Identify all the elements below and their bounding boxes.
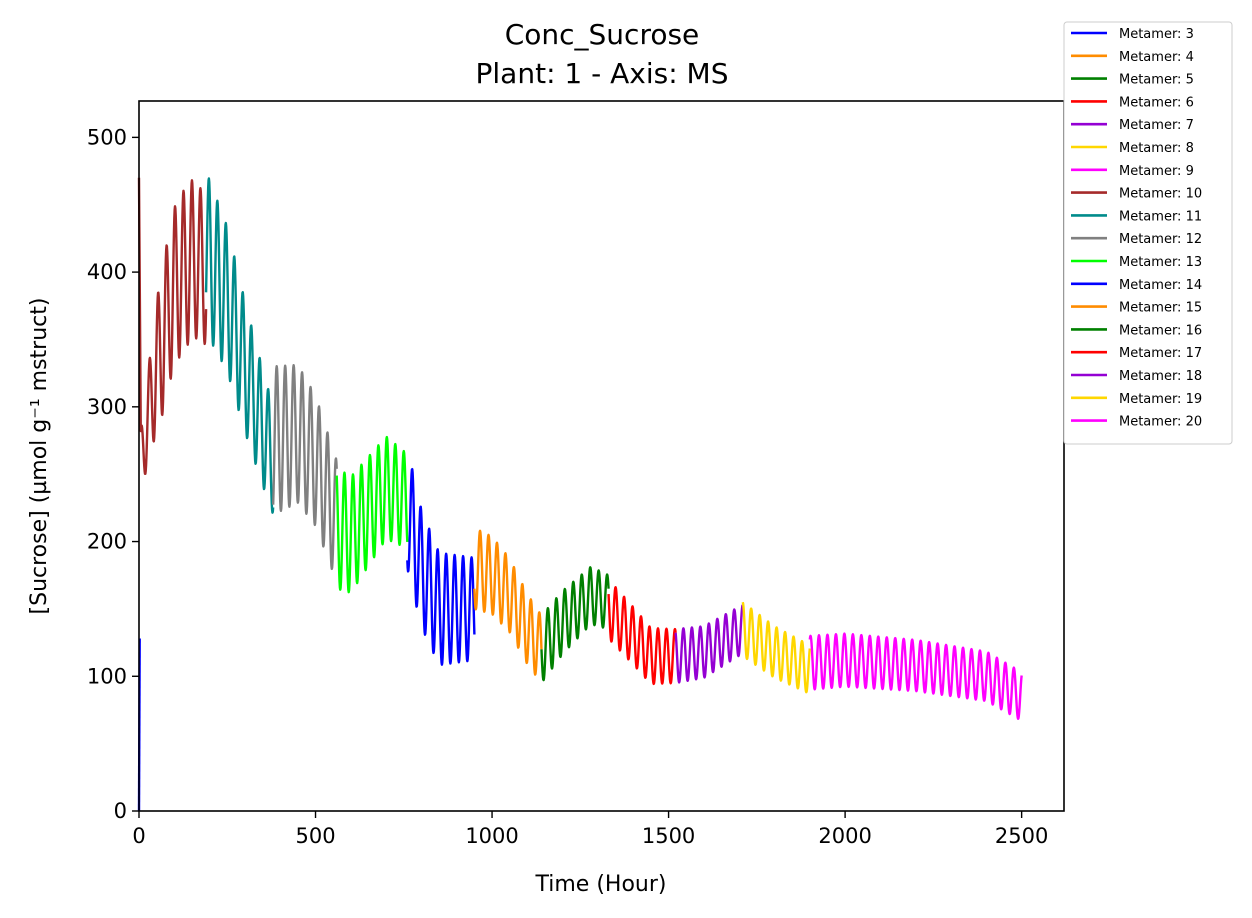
x-tick-label: 1500 (642, 824, 695, 848)
legend-label: Metamer: 19 (1119, 392, 1202, 407)
legend-label: Metamer: 17 (1119, 346, 1202, 361)
series-line-14 (540, 566, 610, 682)
y-tick-label: 200 (87, 530, 127, 554)
series-line-13 (473, 529, 543, 676)
chart-subtitle: Plant: 1 - Axis: MS (476, 57, 729, 90)
legend-frame (1063, 21, 1233, 445)
series-line-12 (406, 467, 476, 666)
legend-label: Metamer: 13 (1119, 255, 1202, 270)
series-line-10 (271, 363, 338, 571)
legend-label: Metamer: 4 (1119, 50, 1194, 65)
x-tick-label: 2000 (818, 824, 871, 848)
x-tick-label: 500 (295, 824, 335, 848)
legend-label: Metamer: 18 (1119, 369, 1202, 384)
series-line-11 (335, 435, 409, 594)
y-tick-label: 0 (114, 799, 127, 823)
legend-label: Metamer: 8 (1119, 141, 1194, 156)
y-axis-ticks: 0 100 200 300 400 500 (87, 125, 139, 823)
chart-title: Conc_Sucrose (505, 18, 700, 51)
legend-label: Metamer: 7 (1119, 118, 1194, 133)
legend-label: Metamer: 11 (1119, 209, 1202, 224)
y-axis-label: [Sucrose] (µmol g⁻¹ mstruct) (27, 298, 52, 615)
legend-label: Metamer: 20 (1119, 415, 1202, 430)
legend-label: Metamer: 15 (1119, 301, 1202, 316)
legend-label: Metamer: 3 (1119, 27, 1194, 42)
legend-label: Metamer: 6 (1119, 95, 1194, 110)
x-tick-label: 2500 (995, 824, 1048, 848)
legend-label: Metamer: 9 (1119, 164, 1194, 179)
x-tick-label: 1000 (465, 824, 518, 848)
y-tick-label: 300 (87, 395, 127, 419)
y-tick-label: 500 (87, 125, 127, 149)
x-tick-label: 0 (132, 824, 145, 848)
series-line-9 (204, 177, 275, 514)
series-line-16 (674, 604, 744, 684)
legend-label: Metamer: 14 (1119, 278, 1202, 293)
y-tick-label: 100 (87, 664, 127, 688)
series-line-15 (607, 586, 677, 686)
legend-label: Metamer: 16 (1119, 323, 1202, 338)
series-line-8 (137, 177, 208, 476)
y-tick-label: 400 (87, 260, 127, 284)
plot-lines (137, 177, 1023, 812)
legend-label: Metamer: 5 (1119, 73, 1194, 88)
legend-label: Metamer: 10 (1119, 187, 1202, 202)
series-line-18 (808, 632, 1023, 720)
legend: Metamer: 3 Metamer: 4 Metamer: 5 Metamer: 6… (1063, 21, 1233, 445)
legend-label: Metamer: 12 (1119, 232, 1202, 247)
x-axis-label: Time (Hour) (535, 872, 667, 897)
legend-items: Metamer: 3 Metamer: 4 Metamer: 5 Metamer: 6… (1071, 27, 1202, 430)
plot-frame (138, 100, 1065, 812)
series-line-17 (741, 601, 811, 694)
x-axis-ticks: 0 500 1000 1500 2000 2500 (132, 811, 1048, 848)
